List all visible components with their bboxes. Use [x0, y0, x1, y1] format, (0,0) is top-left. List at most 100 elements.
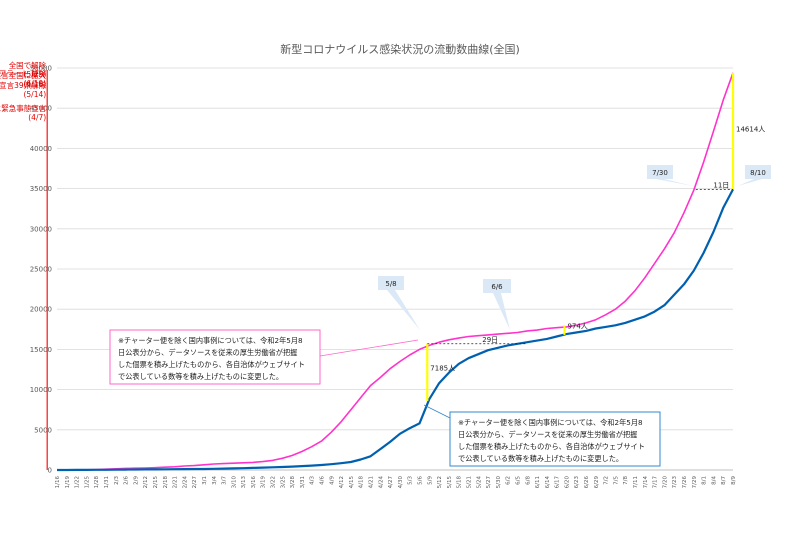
x-tick-label: 3/22: [271, 476, 277, 488]
x-tick-label: 3/28: [290, 476, 296, 489]
callout-box: [745, 165, 771, 179]
x-tick-label: 4/15: [349, 476, 355, 489]
x-tick-label: 6/26: [584, 476, 590, 489]
callout-label: 7/30: [652, 169, 668, 177]
x-tick-label: 5/3: [408, 476, 414, 485]
x-tick-label: 3/4: [212, 476, 218, 485]
x-tick-label: 2/24: [182, 476, 188, 489]
note-line: 日公表分から、データソースを従来の厚生労働省が把握: [458, 430, 637, 439]
x-tick-label: 2/21: [173, 476, 179, 488]
note-line: ※チャーター便を除く国内事例については、令和2年5月8: [458, 418, 643, 427]
chart-title: 新型コロナウイルス感染状況の流動数曲線(全国): [280, 42, 520, 56]
y-axis: 0 5000 10000 15000 20000 25000 30000 35000 40000…: [30, 65, 52, 475]
x-tick-label: 2/6: [124, 476, 130, 485]
value-974: 974人: [567, 322, 587, 330]
event-label: 緊急事態宣言全国に拡大: [0, 70, 47, 80]
x-tick-label: 2/12: [143, 476, 149, 488]
x-tick-label: 4/18: [359, 476, 365, 489]
x-tick-label: 5/24: [476, 476, 482, 489]
series-lines: [56, 72, 734, 472]
x-tick-label: 3/10: [231, 476, 237, 489]
x-tick-label: 3/19: [261, 476, 267, 489]
x-tick-label: 7/26: [682, 476, 688, 489]
event-date-label: (6/19): [23, 79, 46, 88]
x-tick-label: 2/18: [163, 476, 169, 489]
x-tick-label: 3/16: [251, 476, 257, 489]
x-tick-label: 3/1: [202, 476, 208, 485]
note-line: 日公表分から、データソースを従来の厚生労働省が把握: [118, 348, 297, 357]
x-tick-label: 3/31: [300, 476, 306, 488]
x-tick-label: 8/1: [702, 476, 708, 485]
x-tick-label: 4/21: [369, 476, 375, 488]
x-tick-label: 5/12: [437, 476, 443, 488]
y-tick-label: 10000: [30, 386, 52, 394]
note-leader-line: [423, 404, 451, 419]
y-tick-label: 15000: [30, 346, 52, 354]
callout-pointer: [738, 179, 762, 186]
x-axis: 1/16 1/19 1/22 1/25 1/28 1/31 2/3 2/6 2/9 2/12 2/1…: [55, 469, 737, 489]
days-label-29: 29日: [482, 336, 498, 344]
x-tick-label: 7/5: [613, 476, 619, 485]
note-line: で公表している数等を積み上げたものに変更した。: [118, 372, 283, 381]
event-label: 緊急事態宣言39県解除: [0, 80, 47, 90]
x-tick-label: 5/30: [496, 476, 502, 489]
x-tick-label: 2/3: [114, 476, 120, 485]
x-tick-label: 7/17: [653, 476, 659, 489]
callout-label: 6/6: [491, 283, 503, 291]
y-tick-label: 30000: [30, 225, 52, 233]
x-tick-label: 2/9: [133, 476, 139, 485]
y-tick-label: 50000: [30, 65, 52, 73]
x-tick-label: 6/8: [525, 476, 531, 485]
x-tick-label: 6/5: [515, 476, 521, 485]
x-tick-label: 7/20: [662, 476, 668, 489]
event-label: 東京アラート 解除: [0, 68, 47, 78]
x-tick-label: 3/13: [241, 476, 247, 489]
note-line: ※チャーター便を除く国内事例については、令和2年5月8: [118, 336, 303, 345]
x-tick-label: 8/7: [721, 476, 727, 485]
event-label: 全国で解除: [9, 60, 47, 70]
x-tick-label: 5/18: [457, 476, 463, 489]
event-date-label: (5/25): [23, 70, 46, 79]
x-tick-label: 7/2: [604, 476, 610, 485]
gridlines: [57, 67, 733, 471]
event-markers: 7都府県に緊急事態宣言(4/7) 緊急事態宣言全国に拡大(4/16)緊急事態宣言3…: [0, 60, 48, 470]
event-date-label: (4/7): [28, 113, 46, 122]
note-box: [449, 411, 661, 467]
x-tick-label: 1/28: [94, 476, 100, 489]
x-tick-label: 4/6: [320, 476, 326, 485]
callout-label: 5/8: [385, 280, 396, 288]
x-tick-label: 6/20: [564, 476, 570, 489]
note-line: した個票を積み上げたものから、各自治体がウェブサイト: [118, 360, 305, 369]
callout-pointer: [656, 179, 693, 186]
x-tick-label: 1/31: [104, 476, 110, 488]
y-tick-label: 5000: [34, 426, 52, 434]
x-tick-label: 4/27: [388, 476, 394, 489]
x-tick-label: 6/29: [594, 476, 600, 489]
x-tick-label: 4/9: [329, 476, 335, 485]
x-tick-label: 5/15: [447, 476, 453, 489]
event-label: 7都府県に緊急事態宣言: [0, 103, 47, 113]
y-tick-label: 45000: [30, 105, 52, 113]
x-tick-label: 6/14: [545, 476, 551, 489]
event-date-label: (4/16): [23, 80, 46, 89]
x-tick-label: 8/4: [711, 476, 717, 485]
pink-series-line: [56, 72, 734, 471]
x-tick-label: 4/30: [398, 476, 404, 489]
y-tick-label: 0: [48, 467, 52, 475]
source-notes: ※チャーター便を除く国内事例については、令和2年5月8 日公表分から、データソース…: [109, 329, 661, 467]
x-tick-label: 7/14: [643, 476, 649, 489]
y-tick-label: 20000: [30, 306, 52, 314]
x-tick-label: 3/25: [280, 476, 286, 489]
callout-label: 8/10: [750, 169, 766, 177]
x-tick-label: 8/9: [731, 476, 737, 485]
note-line: した個票を積み上げたものから、各自治体がウェブサイト: [458, 442, 645, 451]
y-tick-label: 25000: [30, 266, 52, 274]
gap-value-5-8: 7185人: [430, 364, 455, 372]
x-tick-label: 4/24: [378, 476, 384, 489]
callout-box: [647, 165, 673, 179]
gap-value-8-10: 14614人: [736, 126, 765, 134]
x-tick-label: 1/19: [65, 476, 71, 489]
x-tick-label: 7/8: [623, 476, 629, 485]
x-tick-label: 7/29: [692, 476, 698, 489]
x-tick-label: 6/23: [574, 476, 580, 489]
